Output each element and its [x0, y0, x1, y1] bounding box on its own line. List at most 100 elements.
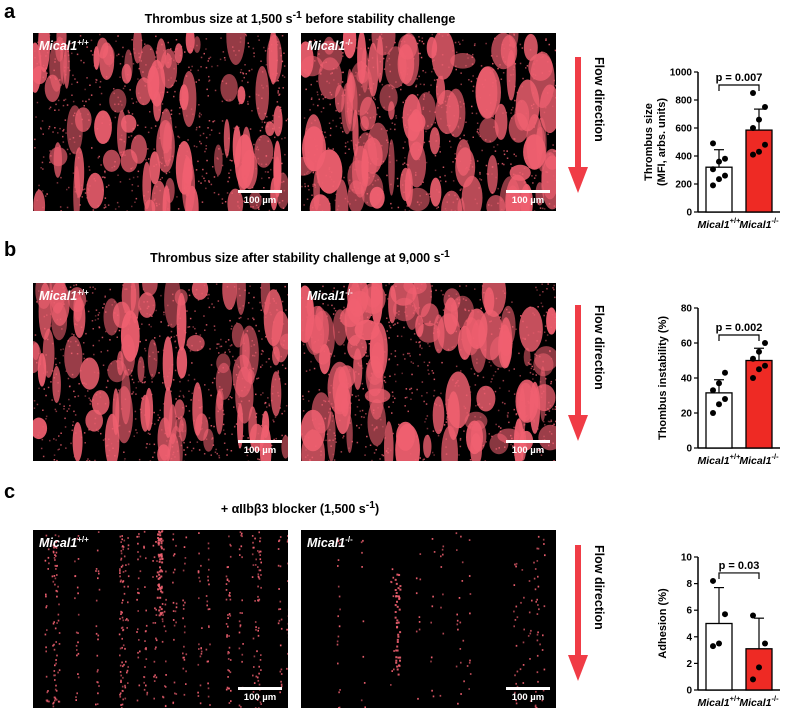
- data-point: [716, 640, 722, 646]
- micrograph-texture: [301, 530, 556, 708]
- flow-direction-c: Flow direction: [568, 545, 608, 685]
- y-tick-label: 0: [686, 444, 692, 455]
- data-point: [710, 643, 716, 649]
- panel-a-title: Thrombus size at 1,500 s-1 before stabil…: [0, 10, 600, 26]
- micrograph-texture: [33, 33, 288, 211]
- significance-bracket: [719, 335, 759, 341]
- y-tick-label: 20: [681, 409, 693, 420]
- y-axis-label: Adhesion (%): [657, 588, 669, 659]
- genotype-label: Mical1-/-: [307, 38, 353, 53]
- data-point: [710, 578, 716, 584]
- y-tick-label: 0: [686, 686, 692, 697]
- genotype-label: Mical1+/+: [39, 288, 89, 303]
- bar: [706, 393, 732, 448]
- y-tick-label: 0: [686, 208, 692, 219]
- flow-arrow-icon: [568, 305, 588, 445]
- x-tick-label: Mical1-/-: [739, 452, 779, 467]
- y-tick-label: 8: [686, 579, 692, 590]
- x-tick-label: Mical1+/+: [698, 694, 742, 709]
- data-point: [722, 370, 728, 376]
- data-point: [750, 125, 756, 131]
- data-point: [750, 613, 756, 619]
- data-point: [762, 104, 768, 110]
- scale-bar: 100 µm: [238, 190, 282, 206]
- flow-direction-label: Flow direction: [590, 545, 606, 685]
- scale-bar: 100 µm: [506, 687, 550, 703]
- y-tick-label: 1000: [670, 68, 693, 79]
- scale-bar: 100 µm: [238, 440, 282, 456]
- y-tick-label: 200: [675, 180, 692, 191]
- y-tick-label: 600: [675, 124, 692, 135]
- chart-thrombus-size: 0 200 400 600 800 1000 Thrombus size(MFI, arbs…: [628, 60, 800, 240]
- panel-letter-c: c: [4, 482, 15, 502]
- micrograph-texture: [33, 530, 288, 708]
- panel-c-title: + αIIbβ3 blocker (1,500 s-1): [0, 500, 600, 516]
- p-value-label: p = 0.03: [719, 560, 760, 572]
- bar: [706, 167, 732, 212]
- y-tick-label: 400: [675, 152, 692, 163]
- data-point: [722, 396, 728, 402]
- bar: [746, 361, 772, 449]
- data-point: [716, 159, 722, 165]
- bar: [706, 624, 732, 691]
- x-tick-label: Mical1-/-: [739, 216, 779, 231]
- micrograph-texture: [301, 33, 556, 211]
- data-point: [756, 349, 762, 355]
- flow-arrow-icon: [568, 545, 588, 685]
- y-tick-label: 40: [681, 374, 693, 385]
- x-tick-label: Mical1+/+: [698, 216, 742, 231]
- data-point: [710, 182, 716, 188]
- y-tick-label: 4: [686, 632, 692, 643]
- data-point: [710, 140, 716, 146]
- y-tick-label: 800: [675, 96, 692, 107]
- data-point: [750, 676, 756, 682]
- y-axis-label: (MFI, arbs. units): [656, 98, 668, 186]
- scale-bar: 100 µm: [238, 687, 282, 703]
- y-tick-label: 60: [681, 339, 693, 350]
- p-value-label: p = 0.007: [716, 72, 763, 84]
- micrograph-c-ko: Mical1-/- 100 µm: [301, 530, 556, 708]
- flow-direction-b: Flow direction: [568, 305, 608, 445]
- micrograph-c-wt: Mical1+/+ 100 µm: [33, 530, 288, 708]
- y-tick-label: 2: [686, 659, 692, 670]
- data-point: [710, 387, 716, 393]
- data-point: [750, 90, 756, 96]
- micrograph-texture: [301, 283, 556, 461]
- bar: [746, 130, 772, 212]
- data-point: [722, 611, 728, 617]
- genotype-label: Mical1-/-: [307, 535, 353, 550]
- data-point: [716, 176, 722, 182]
- data-point: [722, 156, 728, 162]
- micrograph-b-wt: Mical1+/+ 100 µm: [33, 283, 288, 461]
- data-point: [756, 149, 762, 155]
- data-point: [756, 366, 762, 372]
- y-tick-label: 10: [681, 553, 693, 564]
- data-point: [756, 117, 762, 123]
- genotype-label: Mical1+/+: [39, 535, 89, 550]
- genotype-label: Mical1+/+: [39, 38, 89, 53]
- scale-bar: 100 µm: [506, 440, 550, 456]
- flow-direction-label: Flow direction: [590, 57, 606, 197]
- data-point: [762, 363, 768, 369]
- micrograph-texture: [33, 283, 288, 461]
- flow-direction-a: Flow direction: [568, 57, 608, 197]
- y-axis-label: Thrombus size: [643, 103, 655, 181]
- scale-bar: 100 µm: [506, 190, 550, 206]
- flow-direction-label: Flow direction: [590, 305, 606, 445]
- data-point: [716, 380, 722, 386]
- data-point: [762, 640, 768, 646]
- data-point: [756, 664, 762, 670]
- micrograph-b-ko: Mical1-/- 100 µm: [301, 283, 556, 461]
- micrograph-a-wt: Mical1+/+ 100 µm: [33, 33, 288, 211]
- x-tick-label: Mical1+/+: [698, 452, 742, 467]
- y-tick-label: 6: [686, 606, 692, 617]
- significance-bracket: [719, 573, 759, 579]
- genotype-label: Mical1-/-: [307, 288, 353, 303]
- data-point: [762, 340, 768, 346]
- data-point: [750, 356, 756, 362]
- data-point: [722, 173, 728, 179]
